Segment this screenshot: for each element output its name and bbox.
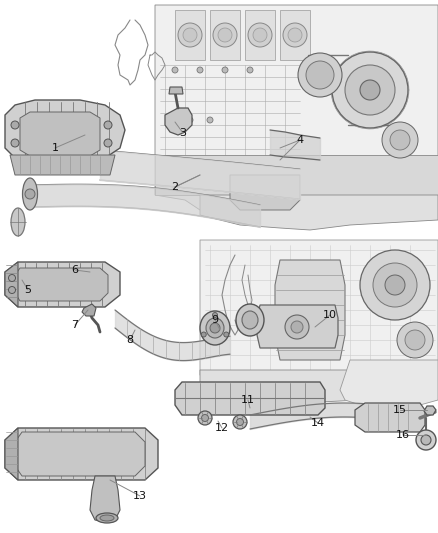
Ellipse shape [96,513,118,523]
Polygon shape [90,476,120,522]
Circle shape [104,139,112,147]
Circle shape [373,263,417,307]
Polygon shape [245,10,275,60]
Circle shape [248,23,272,47]
Polygon shape [275,260,345,360]
Text: 12: 12 [215,423,229,433]
Polygon shape [155,5,438,215]
Circle shape [285,315,309,339]
Circle shape [218,28,232,42]
Circle shape [390,130,410,150]
Polygon shape [200,195,438,230]
Circle shape [167,117,173,123]
Circle shape [360,250,430,320]
Polygon shape [200,240,438,392]
Polygon shape [340,360,438,408]
Ellipse shape [206,318,224,338]
Text: 6: 6 [71,265,78,275]
Polygon shape [155,155,438,195]
Circle shape [332,52,408,128]
Polygon shape [257,305,338,348]
Circle shape [201,332,206,337]
Polygon shape [165,108,192,135]
Circle shape [172,67,178,73]
Text: 3: 3 [180,128,187,138]
Polygon shape [424,406,436,415]
Circle shape [25,189,35,199]
Text: 10: 10 [323,310,337,320]
Polygon shape [15,268,108,301]
Polygon shape [20,112,100,156]
Circle shape [233,415,247,429]
Circle shape [421,435,431,445]
Text: 1: 1 [52,143,59,153]
Circle shape [212,312,218,318]
Text: 2: 2 [171,182,179,192]
Circle shape [385,275,405,295]
Circle shape [201,415,208,422]
Polygon shape [82,304,96,316]
Circle shape [8,287,15,294]
Circle shape [213,23,237,47]
Text: 15: 15 [393,405,407,415]
Text: 7: 7 [71,320,78,330]
Polygon shape [10,155,115,175]
Circle shape [207,117,213,123]
Circle shape [416,430,436,450]
Ellipse shape [200,311,230,345]
Polygon shape [210,10,240,60]
Polygon shape [280,10,310,60]
Circle shape [197,67,203,73]
Polygon shape [15,432,145,476]
Circle shape [178,23,202,47]
Circle shape [405,330,425,350]
Circle shape [345,65,395,115]
Text: 16: 16 [396,430,410,440]
Circle shape [222,67,228,73]
Circle shape [8,274,15,281]
Circle shape [224,332,229,337]
Ellipse shape [11,208,25,236]
Circle shape [298,53,342,97]
Polygon shape [175,382,325,415]
Circle shape [360,80,380,100]
Polygon shape [200,370,438,403]
Text: 9: 9 [212,315,219,325]
Circle shape [237,418,244,425]
Polygon shape [5,262,18,307]
Circle shape [187,117,193,123]
Text: 11: 11 [241,395,255,405]
Polygon shape [5,262,120,307]
Polygon shape [230,175,300,210]
Circle shape [247,67,253,73]
Circle shape [253,28,267,42]
Text: 5: 5 [25,285,32,295]
Circle shape [288,28,302,42]
Polygon shape [175,10,205,60]
Text: 4: 4 [297,135,304,145]
Circle shape [291,321,303,333]
Circle shape [382,122,418,158]
Polygon shape [5,428,18,480]
Ellipse shape [100,515,114,521]
Circle shape [11,139,19,147]
Circle shape [104,121,112,129]
Ellipse shape [22,178,38,210]
Circle shape [397,322,433,358]
Polygon shape [169,87,183,94]
Circle shape [210,323,220,333]
Polygon shape [5,100,125,163]
Polygon shape [5,428,158,480]
Polygon shape [355,403,425,432]
Ellipse shape [242,311,258,329]
Circle shape [11,121,19,129]
Circle shape [306,61,334,89]
Circle shape [183,28,197,42]
Circle shape [198,411,212,425]
Text: 14: 14 [311,418,325,428]
Text: 13: 13 [133,491,147,501]
Text: 8: 8 [127,335,134,345]
Circle shape [283,23,307,47]
Ellipse shape [236,304,264,336]
